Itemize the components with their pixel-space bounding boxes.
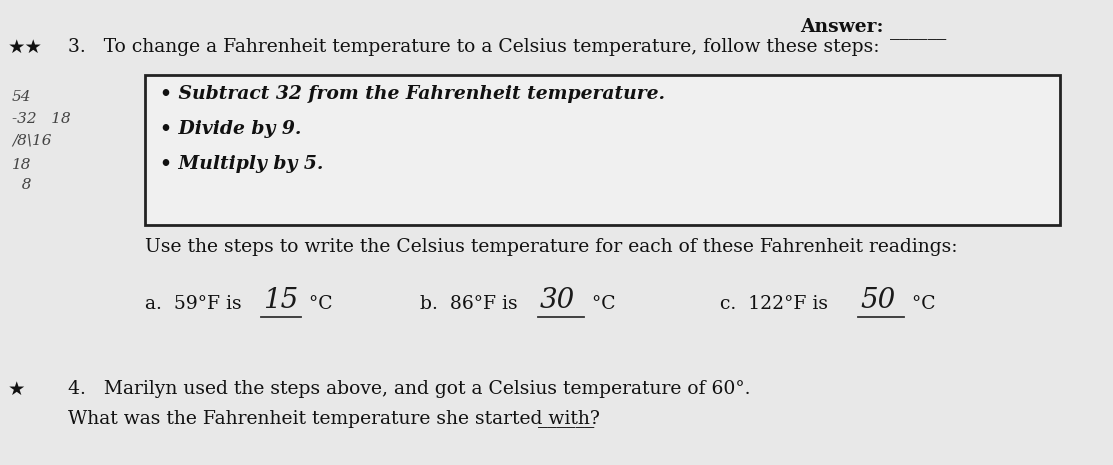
Text: 15: 15 xyxy=(263,287,298,314)
Text: • Subtract 32 from the Fahrenheit temperature.: • Subtract 32 from the Fahrenheit temper… xyxy=(160,85,664,103)
Text: °C: °C xyxy=(587,295,615,313)
Text: Answer:: Answer: xyxy=(800,18,884,36)
Text: c.  122°F is: c. 122°F is xyxy=(720,295,834,313)
Text: 8: 8 xyxy=(12,178,31,192)
Text: Use the steps to write the Celsius temperature for each of these Fahrenheit read: Use the steps to write the Celsius tempe… xyxy=(145,238,957,256)
Text: • Multiply by 5.: • Multiply by 5. xyxy=(160,155,324,173)
Text: 4.   Marilyn used the steps above, and got a Celsius temperature of 60°.: 4. Marilyn used the steps above, and got… xyxy=(68,380,750,398)
Text: What was the Fahrenheit temperature she started with?: What was the Fahrenheit temperature she … xyxy=(68,410,600,428)
Text: 3.   To change a Fahrenheit temperature to a Celsius temperature, follow these s: 3. To change a Fahrenheit temperature to… xyxy=(68,38,879,56)
Text: ★: ★ xyxy=(8,380,26,399)
Text: °C: °C xyxy=(906,295,936,313)
Text: a.  59°F is: a. 59°F is xyxy=(145,295,247,313)
Text: °C: °C xyxy=(303,295,333,313)
Text: b.  86°F is: b. 86°F is xyxy=(420,295,523,313)
Text: 54: 54 xyxy=(12,90,31,104)
Text: 18: 18 xyxy=(12,158,31,172)
Text: /8\16: /8\16 xyxy=(12,133,51,147)
Text: 30: 30 xyxy=(540,287,575,314)
Text: 50: 50 xyxy=(860,287,895,314)
Text: -32   18: -32 18 xyxy=(12,112,71,126)
Text: • Divide by 9.: • Divide by 9. xyxy=(160,120,302,138)
Bar xyxy=(145,75,1060,225)
Text: ______: ______ xyxy=(890,22,946,40)
Text: ★★: ★★ xyxy=(8,38,43,57)
Text: ______: ______ xyxy=(538,410,594,428)
